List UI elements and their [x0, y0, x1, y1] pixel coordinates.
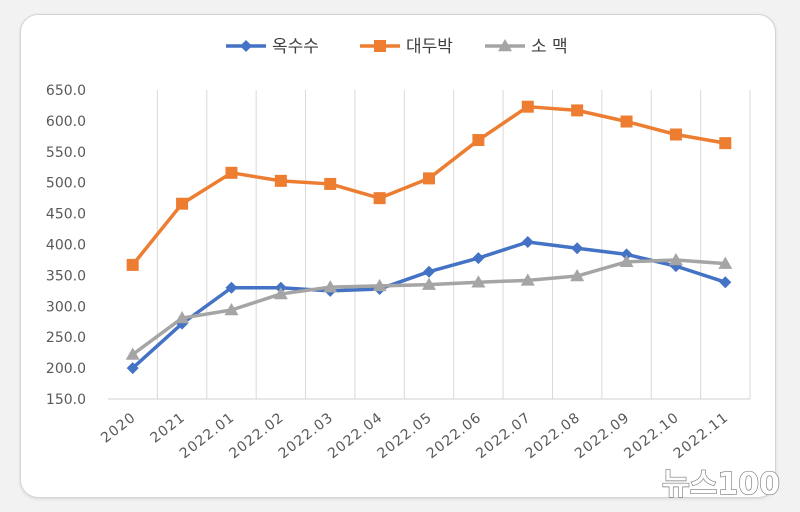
- legend-marker: [240, 40, 252, 52]
- legend-marker: [498, 39, 512, 52]
- data-point: [225, 281, 238, 294]
- y-tick-label: 200.0: [46, 361, 86, 377]
- data-point: [719, 276, 732, 289]
- data-point: [224, 303, 239, 316]
- data-point: [423, 265, 435, 278]
- y-tick-label: 150.0: [46, 392, 86, 408]
- data-point: [521, 100, 534, 113]
- data-point: [422, 277, 436, 290]
- data-point: [274, 174, 287, 187]
- data-point: [571, 242, 584, 255]
- legend-label: 대두박: [406, 37, 453, 57]
- data-point: [175, 311, 190, 324]
- series-line-2: [130, 104, 728, 267]
- data-point: [324, 177, 337, 190]
- data-point: [472, 134, 485, 147]
- x-tick-label: 2022.11: [671, 410, 732, 463]
- data-point: [126, 258, 139, 271]
- data-point: [126, 362, 139, 375]
- data-point: [719, 137, 732, 150]
- y-tick-label: 600.0: [46, 114, 86, 130]
- y-tick-label: 350.0: [46, 268, 86, 284]
- data-point: [571, 104, 584, 117]
- y-tick-label: 500.0: [46, 176, 86, 192]
- data-point: [620, 115, 633, 128]
- data-point: [323, 280, 338, 293]
- y-tick-label: 300.0: [46, 299, 86, 315]
- data-point: [423, 172, 435, 185]
- data-point: [570, 269, 585, 282]
- data-point: [472, 252, 485, 265]
- x-tick-label: 2020: [98, 410, 139, 447]
- data-point: [176, 197, 189, 210]
- data-point: [225, 166, 238, 179]
- data-point: [125, 347, 140, 360]
- legend-label: 옥수수: [272, 37, 319, 57]
- data-point: [619, 254, 634, 268]
- data-point: [372, 278, 387, 292]
- data-point: [373, 192, 386, 205]
- y-tick-label: 650.0: [46, 83, 86, 99]
- y-tick-label: 450.0: [46, 207, 86, 223]
- legend-label: 소 맥: [531, 37, 568, 57]
- y-tick-label: 400.0: [46, 238, 86, 254]
- y-tick-label: 250.0: [46, 330, 86, 346]
- legend-marker: [374, 40, 386, 52]
- data-point: [521, 236, 534, 249]
- data-point: [273, 286, 288, 300]
- data-point: [520, 273, 535, 286]
- watermark-logo: 뉴스100: [662, 467, 780, 502]
- chart-card: [20, 14, 776, 498]
- data-point: [668, 252, 683, 266]
- data-point: [718, 256, 733, 269]
- y-tick-label: 550.0: [46, 145, 86, 161]
- data-point: [669, 128, 682, 141]
- x-tick-label: 2021: [147, 410, 188, 447]
- data-point: [471, 275, 486, 288]
- data-point: [620, 248, 633, 261]
